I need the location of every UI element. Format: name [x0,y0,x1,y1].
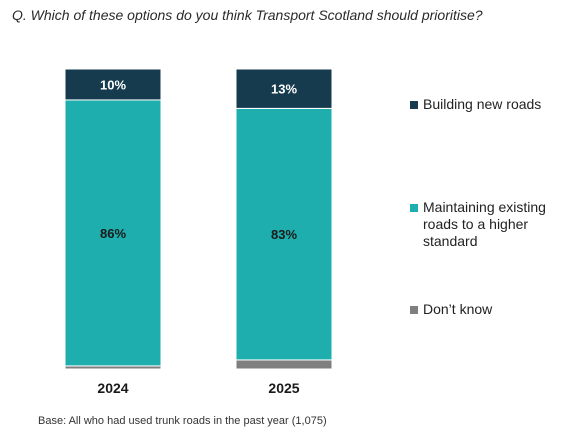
data-label-2025-maintaining-existing-roads-to-a-higher-standard: 83% [271,227,297,242]
legend-swatch-building-new-roads [410,101,418,109]
data-label-2024-maintaining-existing-roads-to-a-higher-standard: 86% [100,226,126,241]
x-tick-label-2025: 2025 [268,380,299,396]
legend-swatch-dont-know [410,306,418,314]
bar-2025-don-t-know [235,359,333,370]
bar-2024-maintaining-existing-roads-to-a-higher-standard [64,99,162,367]
legend-label-building-new-roads: Building new roads [423,96,542,112]
chart-legend: Building new roads Maintaining existing … [410,0,560,442]
legend-label-maintaining-existing-roads: Maintaining existing roads to a higher s… [423,199,546,249]
bar-2025-maintaining-existing-roads-to-a-higher-standard [235,107,333,361]
legend-swatch-maintaining-existing-roads [410,204,418,212]
legend-item-dont-know: Don’t know [410,301,553,318]
legend-label-dont-know: Don’t know [423,301,493,317]
data-label-2024-building-new-roads: 10% [100,77,126,92]
data-label-2025-building-new-roads: 13% [271,82,297,97]
legend-item-building-new-roads: Building new roads [410,96,553,113]
bar-2024-building-new-roads [64,68,162,101]
question-title: Q. Which of these options do you think T… [12,7,483,23]
legend-item-maintaining-existing-roads: Maintaining existing roads to a higher s… [410,199,553,250]
bar-2025-building-new-roads [235,68,333,109]
base-note: Base: All who had used trunk roads in th… [38,415,327,427]
x-tick-label-2024: 2024 [97,380,128,396]
